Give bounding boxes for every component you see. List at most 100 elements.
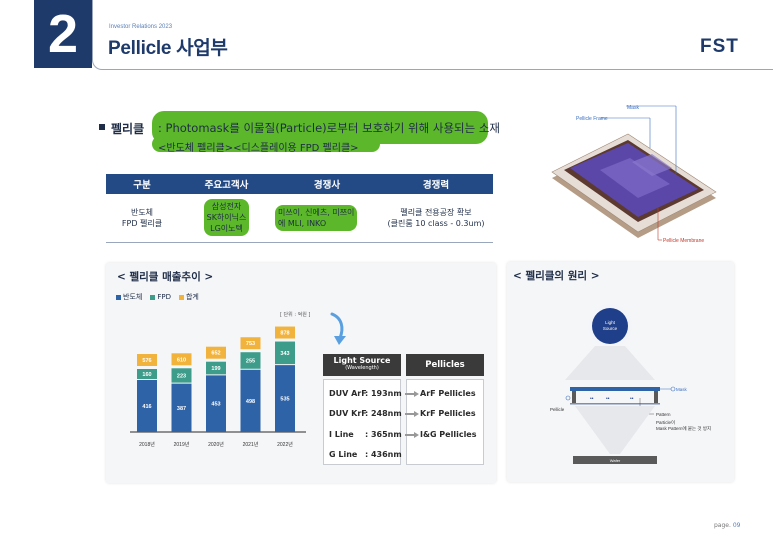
wafer-label: Wafer	[610, 458, 621, 463]
light-source-row: DUV ArF: 193nm	[329, 389, 402, 398]
label-fpd: 160	[142, 372, 151, 378]
callout-dot	[670, 386, 676, 392]
label-semiconductor: 416	[142, 404, 151, 410]
competitors-highlight: 미쓰이, 신에츠, 미쯔이 에 MLI, INKO	[275, 204, 358, 231]
table-row: 반도체 FPD 펠리클 삼성전자 SK하이닉스 LG이노텍 미쓰이, 신에츠, …	[106, 194, 493, 243]
label-semiconductor: 387	[177, 406, 186, 412]
cell-line: 에 MLI, INKO	[278, 218, 327, 228]
bar-total	[171, 353, 192, 366]
bar-fpd	[275, 341, 295, 365]
category-cell: 반도체 FPD 펠리클	[106, 194, 178, 243]
cell-line: FPD 펠리클	[121, 218, 163, 228]
x-tick-label: 2018년	[139, 441, 155, 448]
pellicle-type: I&G Pellicles	[420, 430, 477, 439]
company-logo: FST	[700, 36, 739, 57]
page-prefix: page.	[714, 522, 731, 529]
cell-line: 미쓰이, 신에츠, 미쯔이	[278, 207, 355, 217]
legend-label: FPD	[157, 293, 171, 301]
section-number-badge: 2	[34, 0, 92, 68]
x-tick-label: 2021년	[243, 441, 259, 448]
legend-swatch	[150, 294, 156, 300]
particle-icon: ••	[606, 396, 610, 402]
sales-chart: 416 160 576 2018년 387 223 610 2019년 453 199 652 202…	[130, 326, 306, 448]
arrow-right-icon	[405, 391, 419, 397]
table-header-cell: 경쟁력	[379, 174, 493, 194]
light-beam	[565, 346, 655, 380]
pellicle-frame-label: Pellicle Frame	[576, 116, 608, 122]
light-source-label: Source	[603, 326, 618, 331]
bar-semiconductor	[240, 369, 261, 432]
membrane-pattern	[632, 154, 672, 176]
light-source-name: DUV ArF	[329, 389, 367, 398]
cell-line: SK하이닉스	[206, 213, 247, 223]
light-source-header: Light Source (Wavelength)	[323, 354, 401, 376]
sales-panel-title: < 펠리클 매출추이 >	[117, 271, 214, 283]
label-total: 878	[280, 331, 289, 337]
bar-semiconductor	[137, 380, 157, 432]
bar-total	[206, 346, 226, 359]
pattern-label: Pattern	[656, 412, 671, 417]
label-total: 753	[246, 341, 255, 347]
label-total: 652	[211, 351, 220, 357]
legend-label: 합계	[185, 293, 199, 301]
light-source-row: I Line: 365nm	[329, 430, 402, 439]
light-source-label: Light	[605, 320, 616, 325]
label-fpd: 255	[246, 358, 255, 364]
pellicles-header: Pellicles	[406, 354, 484, 376]
pellicle-type: KrF Pellicles	[420, 409, 476, 418]
x-tick-label: 2022년	[277, 441, 293, 448]
x-tick-label: 2019년	[174, 441, 190, 448]
light-source-subtitle: (Wavelength)	[345, 365, 379, 371]
bar-fpd	[137, 369, 157, 379]
cell-line: 반도체	[130, 207, 154, 217]
bar-total	[275, 326, 295, 339]
table-header-cell: 주요고객사	[178, 174, 275, 194]
light-source-wavelength: : 248nm	[365, 409, 402, 418]
curved-arrow-icon	[330, 312, 346, 345]
particle-note: Particle이	[656, 419, 675, 426]
page-number-value: 09	[732, 522, 741, 529]
label-semiconductor: 498	[246, 399, 255, 405]
customer-table: 구분 주요고객사 경쟁사 경쟁력 반도체 FPD 펠리클 삼성전자 SK하이닉스…	[106, 174, 493, 243]
pellicle-type: ArF Pellicles	[420, 389, 476, 398]
light-source-wavelength: : 365nm	[365, 430, 402, 439]
section-number: 2	[47, 4, 79, 64]
competitiveness-cell: 펠리클 전용공장 확보 (클린룸 10 class - 0.3um)	[379, 194, 493, 243]
pellicle-structure-diagram: Pellicle Frame Mask Pellicle Membrane	[551, 105, 717, 244]
legend-item: 반도체	[116, 292, 142, 302]
pellicle-film	[570, 403, 660, 405]
mask-label: Mask	[627, 105, 639, 111]
definition-text: : Photomask를 이물질(Particle)로부터 보호하기 위해 사용…	[158, 121, 500, 135]
pellicle-frame-left	[572, 391, 576, 403]
customers-highlight: 삼성전자 SK하이닉스 LG이노텍	[203, 199, 250, 237]
particle-icon: ••	[630, 396, 634, 402]
chart-unit: [ 단위 : 억원 ]	[280, 312, 311, 318]
light-beam-lower	[575, 406, 655, 454]
legend-swatch	[178, 294, 184, 300]
pellicle-frame-right	[654, 391, 658, 403]
legend-item: 합계	[178, 292, 199, 302]
cell-line: 펠리클 전용공장 확보	[400, 207, 472, 217]
page-number: page. 09	[714, 522, 740, 529]
bar-semiconductor	[171, 383, 192, 432]
particle-icon: ••	[590, 396, 594, 402]
cell-line: LG이노텍	[210, 224, 243, 234]
bar-semiconductor	[275, 365, 295, 432]
bar-total	[137, 354, 157, 366]
light-source-wavelength: : 193nm	[365, 389, 402, 398]
bar-fpd	[206, 361, 226, 375]
light-source-name: DUV KrF	[329, 409, 367, 418]
light-source-row: G Line: 436nm	[329, 450, 402, 459]
light-source-name: G Line	[329, 450, 358, 459]
definition-term: 펠리클	[111, 122, 145, 136]
competitors-cell: 미쓰이, 신에츠, 미쯔이 에 MLI, INKO	[275, 194, 379, 243]
arrow-right-icon	[405, 411, 419, 417]
cell-line: (클린룸 10 class - 0.3um)	[387, 218, 485, 228]
definition-subtitle: <반도체 펠리클><디스플레이용 FPD 펠리클>	[158, 143, 359, 154]
bar-semiconductor	[206, 375, 226, 432]
light-source-title: Light Source	[333, 356, 391, 365]
header-divider	[92, 0, 773, 70]
bar-fpd	[240, 352, 261, 369]
legend-swatch	[116, 294, 121, 300]
mask-bar	[570, 387, 660, 391]
